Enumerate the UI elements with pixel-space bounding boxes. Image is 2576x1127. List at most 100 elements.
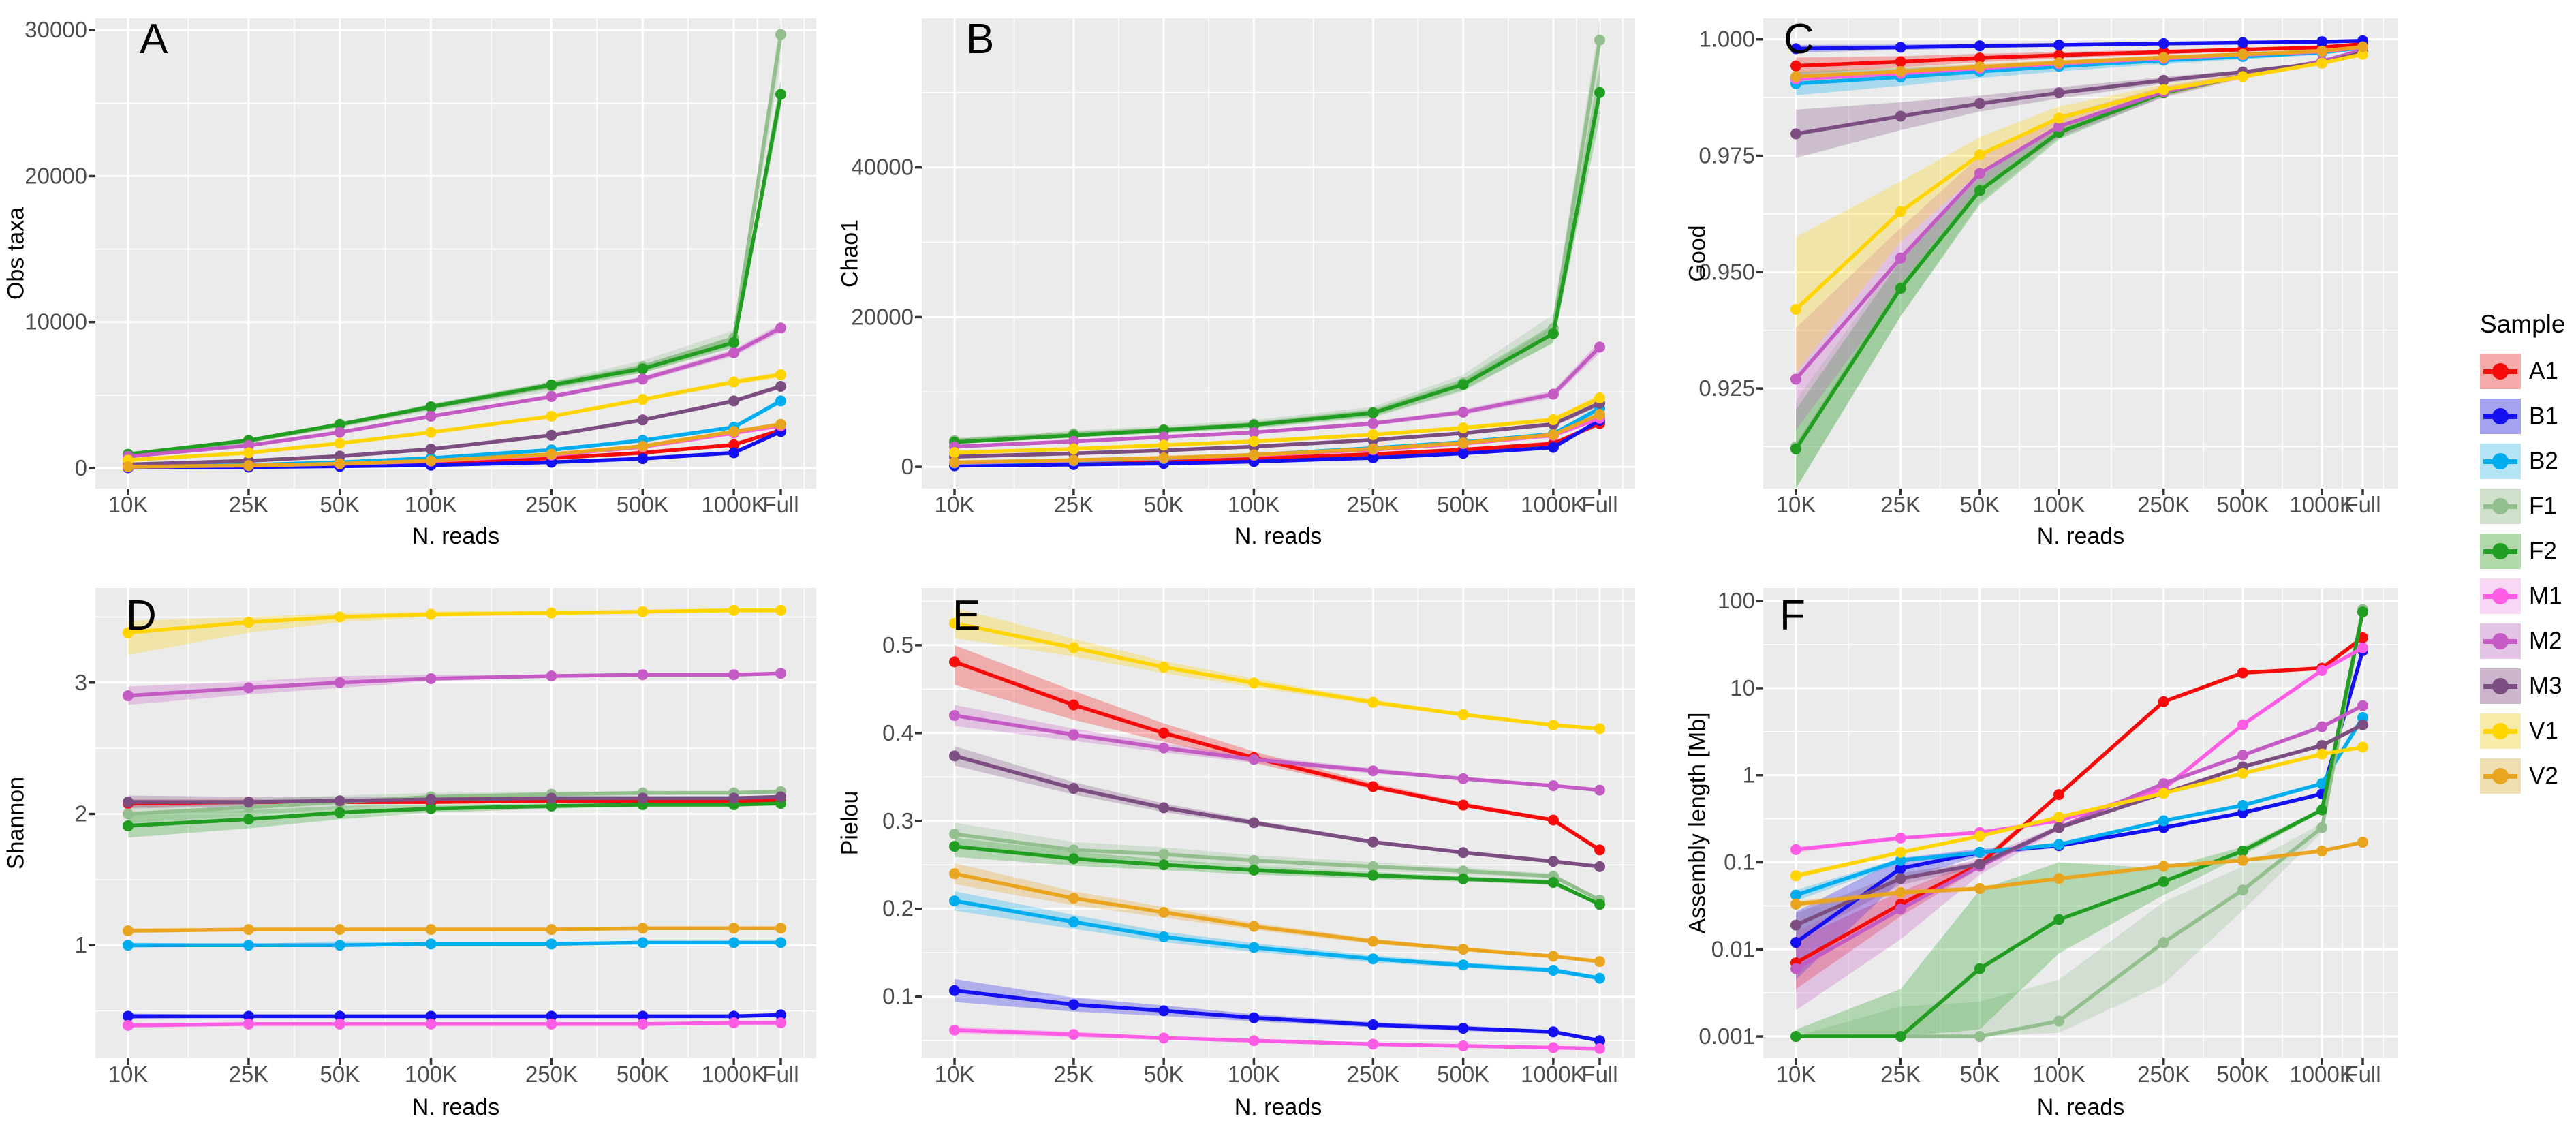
series-V1-line xyxy=(949,617,1605,735)
y-tick-label: 1 xyxy=(1743,762,1755,788)
series-A1-line xyxy=(949,656,1605,856)
panel-letter-f: F xyxy=(1780,592,1805,639)
x-tick-label: 50K xyxy=(320,492,360,517)
y-tick-label: 3 xyxy=(75,670,87,695)
panel-letter-a: A xyxy=(140,16,168,63)
legend-item-v2: V2 xyxy=(2480,758,2575,794)
legend-swatch-m1-icon xyxy=(2480,578,2521,614)
legend-swatch-b1-icon xyxy=(2480,399,2521,434)
series-F2-line xyxy=(1790,606,2368,1043)
x-tick-label: Full xyxy=(2344,492,2380,517)
y-tick-label: 0.001 xyxy=(1698,1023,1755,1049)
x-tick-label: Full xyxy=(1581,492,1617,517)
legend-swatch-v2-icon xyxy=(2480,758,2521,794)
series-B1-line xyxy=(949,985,1605,1047)
y-axis-title-assembly-length: Assembly length [Mb] xyxy=(1684,712,1711,934)
legend-title: Sample xyxy=(2480,310,2566,338)
x-tick-label: 1000K xyxy=(701,492,766,517)
series-M1-line xyxy=(949,1024,1605,1054)
x-tick-label: 50K xyxy=(1144,1062,1184,1087)
x-tick-label: 100K xyxy=(1228,1062,1280,1087)
legend-item-b2: B2 xyxy=(2480,444,2575,479)
y-tick-label: 1 xyxy=(75,932,87,957)
legend-label: V2 xyxy=(2529,762,2558,789)
panel-letter-b: B xyxy=(966,16,995,63)
series-F2-line xyxy=(949,841,1605,910)
y-tick-label: 0.01 xyxy=(1711,936,1755,961)
x-tick-label: 250K xyxy=(2137,1062,2190,1087)
legend-label: M3 xyxy=(2529,673,2562,699)
x-tick-label: 25K xyxy=(1054,1062,1094,1087)
x-axis-title-d: N. reads xyxy=(412,1094,500,1120)
x-axis-title-e: N. reads xyxy=(1234,1094,1322,1120)
y-axis-title-obs-taxa: Obs taxa xyxy=(3,206,29,300)
series-V2-line xyxy=(1790,41,2368,82)
y-tick-label: 0.3 xyxy=(882,808,914,833)
series-V1-line xyxy=(949,392,1605,459)
y-tick-label: 0 xyxy=(901,454,914,479)
legend-label: F1 xyxy=(2529,493,2557,519)
x-tick-label: 10K xyxy=(935,492,975,517)
x-tick-label: 250K xyxy=(525,492,578,517)
legend-item-m2: M2 xyxy=(2480,623,2575,659)
legend-label: M1 xyxy=(2529,583,2562,609)
x-tick-label: 250K xyxy=(525,1062,578,1087)
series-F1-ribbon xyxy=(128,790,781,823)
x-tick-label: Full xyxy=(762,1062,798,1087)
series-B2-line xyxy=(1790,712,2368,901)
series-V2-line xyxy=(949,409,1605,468)
legend-label: B1 xyxy=(2529,403,2558,429)
x-tick-label: 50K xyxy=(1960,492,2000,517)
legend-label: A1 xyxy=(2529,358,2558,384)
x-tick-label: Full xyxy=(762,492,798,517)
legend-label: M2 xyxy=(2529,628,2562,654)
series-M2-line xyxy=(123,322,786,462)
x-tick-label: 250K xyxy=(1347,492,1399,517)
legend-item-f1: F1 xyxy=(2480,489,2575,524)
y-axis-title-pielou: Pielou xyxy=(837,790,863,856)
y-axis-title-chao1: Chao1 xyxy=(837,219,863,288)
x-tick-label: 25K xyxy=(229,1062,269,1087)
legend-swatch-f1-icon xyxy=(2480,489,2521,524)
legend-label: V1 xyxy=(2529,717,2558,744)
legend-swatch-b2-icon xyxy=(2480,444,2521,479)
legend: Sample A1 B1 B2 F1 F2 M1 M2 M3 V1 V2 xyxy=(2480,310,2575,794)
x-tick-label: 1000K xyxy=(1521,1062,1585,1087)
y-tick-label: 0 xyxy=(75,455,87,480)
legend-item-m1: M1 xyxy=(2480,578,2575,614)
series-M3-line xyxy=(949,750,1605,872)
series-V1-ribbon xyxy=(1796,53,2363,373)
x-tick-label: 500K xyxy=(1437,492,1489,517)
y-tick-label: 2 xyxy=(75,801,87,827)
x-tick-label: 25K xyxy=(229,492,269,517)
y-tick-label: 0.925 xyxy=(1698,375,1755,401)
legend-item-m3: M3 xyxy=(2480,668,2575,704)
x-tick-label: 10K xyxy=(108,1062,149,1087)
series-V2-line xyxy=(123,418,786,473)
legend-item-f2: F2 xyxy=(2480,534,2575,569)
x-tick-label: 500K xyxy=(2216,1062,2269,1087)
panel-letter-d: D xyxy=(126,592,157,639)
x-tick-label: 10K xyxy=(108,492,149,517)
y-tick-label: 0.4 xyxy=(882,720,914,745)
legend-swatch-f2-icon xyxy=(2480,534,2521,569)
x-tick-label: 10K xyxy=(1776,492,1816,517)
x-tick-label: Full xyxy=(1581,1062,1617,1087)
x-axis-title-f: N. reads xyxy=(2036,1094,2125,1120)
x-tick-label: Full xyxy=(2344,1062,2380,1087)
x-tick-label: 500K xyxy=(2216,492,2269,517)
x-tick-label: 500K xyxy=(617,492,669,517)
major-gridlines xyxy=(95,588,816,1058)
series-B1-line xyxy=(123,1009,786,1022)
x-axis-title-a: N. reads xyxy=(412,523,500,549)
x-tick-label: 1000K xyxy=(2289,492,2354,517)
series-M3-line xyxy=(1790,719,2368,931)
x-tick-label: 100K xyxy=(2033,1062,2085,1087)
